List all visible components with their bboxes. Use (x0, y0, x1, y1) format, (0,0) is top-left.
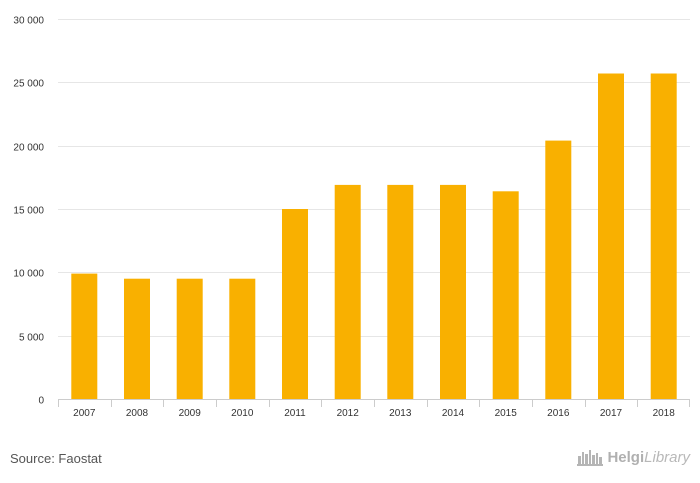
source-label: Source: Faostat (10, 451, 102, 466)
bar (282, 209, 308, 399)
bar (387, 184, 414, 399)
x-axis: 2007 2008 2009 2010 2011 2012 2013 2014 2015 2016… (58, 399, 690, 419)
x-tick-label: 2015 (495, 408, 518, 419)
bar (598, 73, 624, 399)
x-tick-label: 2011 (284, 408, 306, 419)
bar-chart: 0 5 000 10 000 15 000 20 000 25 000 30 000 200… (13, 16, 690, 419)
y-tick-label: 25 000 (13, 79, 44, 90)
x-tick-label: 2018 (653, 408, 676, 419)
x-tick-label: 2016 (547, 408, 570, 419)
bar (650, 73, 677, 399)
x-tick-label: 2008 (126, 408, 149, 419)
y-tick-label: 10 000 (13, 269, 44, 280)
y-tick-label: 30 000 (13, 16, 44, 27)
bar (334, 184, 361, 399)
grid-lines (58, 19, 690, 337)
bar (229, 278, 256, 399)
bar (545, 140, 572, 399)
x-tick-label: 2009 (179, 408, 202, 419)
x-tick-label: 2014 (442, 408, 465, 419)
logo-text-helgi: Helgi (607, 448, 645, 466)
chart-footer: Source: Faostat HelgiLibrary (0, 440, 700, 483)
bar (176, 278, 203, 399)
logo-text-library: Library (644, 448, 690, 466)
y-tick-label: 0 (38, 396, 44, 407)
x-tick-label: 2017 (600, 408, 623, 419)
y-tick-label: 15 000 (13, 206, 44, 217)
x-tick-label: 2010 (231, 408, 254, 419)
x-tick-label: 2013 (389, 408, 412, 419)
x-tick-label: 2007 (73, 408, 96, 419)
y-tick-label: 5 000 (19, 333, 44, 344)
bar (440, 184, 466, 399)
x-tick-label: 2012 (337, 408, 360, 419)
y-axis-ticks: 0 5 000 10 000 15 000 20 000 25 000 30 000 (13, 16, 44, 407)
bar (492, 191, 519, 399)
city-skyline-icon (577, 450, 604, 466)
bars (71, 73, 677, 399)
bar (71, 273, 98, 399)
helgi-library-logo[interactable]: HelgiLibrary (577, 448, 690, 466)
bar (124, 278, 150, 399)
y-tick-label: 20 000 (13, 143, 44, 154)
